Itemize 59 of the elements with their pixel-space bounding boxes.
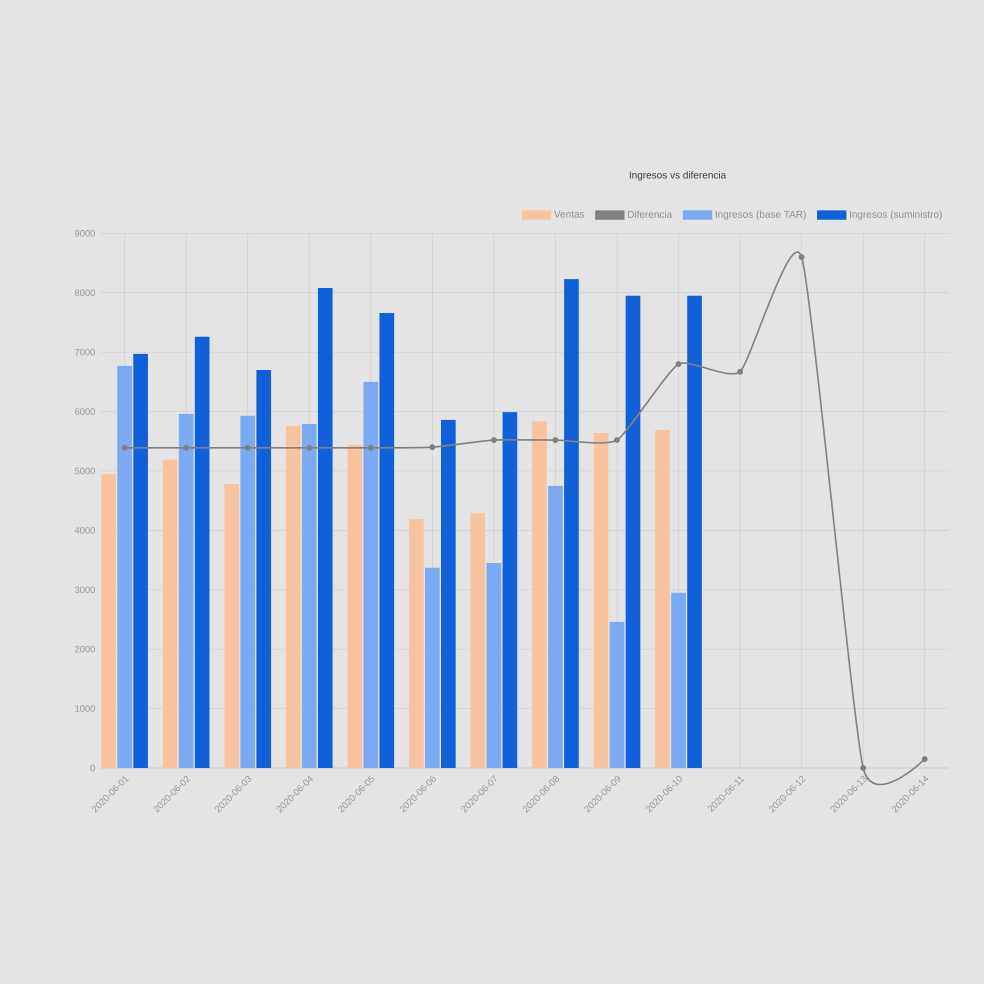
y-tick-label: 2000 [74, 646, 95, 652]
y-tick-label: 9000 [74, 230, 95, 237]
y-tick-label: 0 [90, 764, 95, 772]
bar [162, 460, 178, 768]
legend-label: Ingresos (base TAR) [716, 210, 806, 220]
bar [687, 296, 702, 768]
point [552, 437, 558, 444]
bar [626, 296, 640, 768]
bar [548, 486, 563, 768]
bar [347, 444, 362, 768]
bar [240, 416, 256, 768]
bar [302, 424, 317, 768]
y-tick-label: 8000 [74, 289, 95, 296]
bar [101, 474, 116, 768]
point [676, 361, 682, 367]
y-tick-label: 1000 [75, 705, 95, 712]
bar [532, 421, 547, 768]
bar [318, 288, 333, 768]
point [798, 254, 805, 260]
legend-label: Diferencia [628, 210, 672, 218]
bar [486, 563, 502, 768]
chart-title: Ingresos vs diferencia [630, 171, 726, 181]
bar [502, 412, 518, 768]
bar [594, 432, 608, 768]
bar [470, 513, 486, 768]
point [922, 756, 928, 762]
point [244, 444, 251, 451]
point [306, 444, 312, 451]
point [490, 437, 497, 444]
bar [409, 519, 424, 768]
bar [379, 312, 394, 768]
point [183, 444, 190, 451]
bar [256, 370, 272, 768]
y-tick-label: 6000 [75, 408, 95, 415]
point [122, 444, 128, 451]
point [737, 368, 744, 375]
legend-label: Ingresos (suministro) [850, 210, 942, 220]
bar [441, 420, 456, 768]
bar [178, 414, 194, 768]
bar [564, 279, 579, 768]
y-tick-label: 3000 [74, 586, 95, 594]
bar [425, 568, 440, 768]
bar [224, 484, 240, 768]
bar [610, 622, 624, 768]
bar [363, 382, 378, 768]
point [368, 444, 374, 451]
point [860, 765, 866, 771]
bar [671, 592, 686, 768]
bar [133, 354, 148, 768]
y-tick-label: 7000 [75, 348, 95, 356]
point [429, 444, 436, 450]
point [614, 437, 620, 444]
y-tick-label: 5000 [74, 468, 95, 474]
bar [286, 426, 301, 768]
bar [194, 336, 210, 768]
legend-label: Ventas [554, 210, 584, 218]
y-tick-label: 4000 [74, 527, 95, 534]
bar [117, 366, 132, 768]
bar [655, 430, 670, 768]
